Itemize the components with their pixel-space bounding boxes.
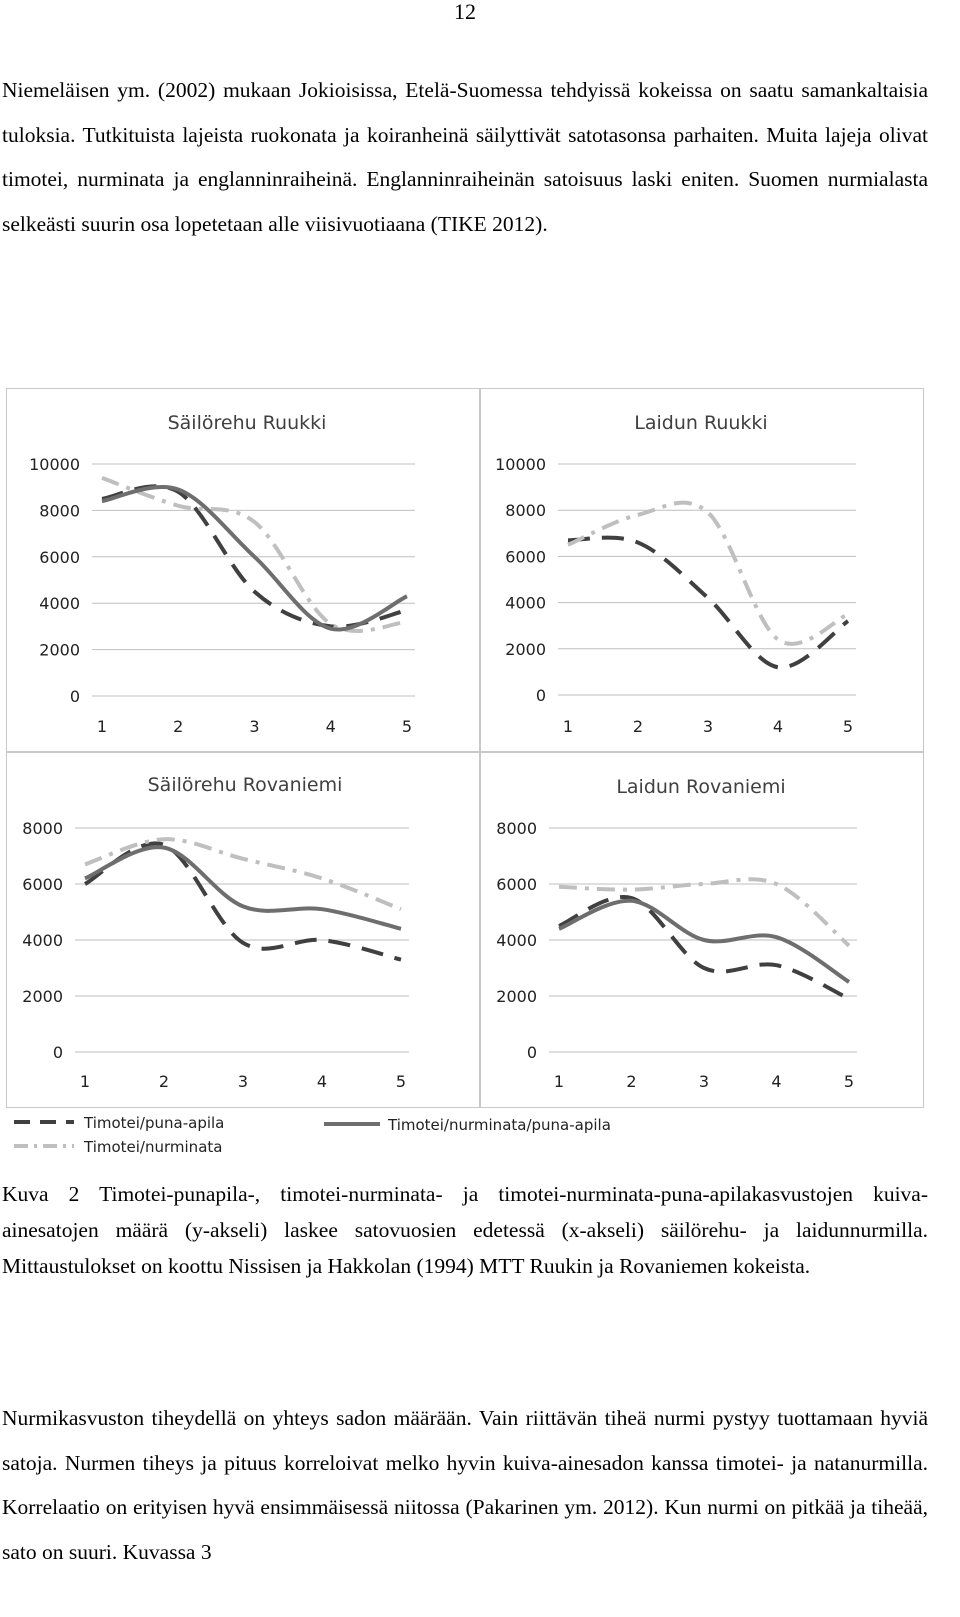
chart-title: Laidun Ruukki — [634, 412, 767, 434]
y-tick-label: 2000 — [496, 987, 537, 1006]
legend-label-tnpa: Timotei/nurminata/puna-apila — [387, 1116, 611, 1134]
series-line — [567, 500, 849, 646]
y-tick-label: 4000 — [22, 931, 63, 950]
page-number: 12 — [454, 0, 476, 24]
y-tick-label: 0 — [527, 1043, 537, 1062]
y-tick-label: 6000 — [496, 875, 537, 894]
y-tick-label: 4000 — [39, 594, 80, 613]
x-tick-label: 1 — [97, 717, 107, 736]
series-line — [101, 476, 408, 633]
y-tick-label: 0 — [536, 686, 546, 705]
x-tick-label: 1 — [554, 1072, 564, 1091]
chart-legend: Timotei/puna-apila Timotei/nurminata Tim… — [14, 1114, 611, 1156]
chart-title: Säilörehu Rovaniemi — [148, 774, 343, 796]
y-tick-label: 6000 — [39, 548, 80, 567]
y-tick-label: 10000 — [495, 455, 546, 474]
x-tick-label: 1 — [80, 1072, 90, 1091]
chart-title: Laidun Rovaniemi — [616, 776, 785, 798]
x-tick-label: 1 — [563, 717, 573, 736]
y-tick-label: 6000 — [22, 875, 63, 894]
y-tick-label: 2000 — [22, 987, 63, 1006]
legend-label-tn: Timotei/nurminata — [83, 1138, 222, 1156]
series-line — [558, 877, 851, 948]
y-tick-label: 2000 — [505, 640, 546, 659]
x-tick-label: 5 — [844, 1072, 854, 1091]
y-tick-label: 10000 — [29, 455, 80, 474]
x-tick-label: 3 — [249, 717, 259, 736]
x-tick-label: 2 — [626, 1072, 636, 1091]
y-tick-label: 4000 — [496, 931, 537, 950]
chart-panel-laidun-ruukki: Laidun Ruukki 0 2000 4000 6000 8000 10000 1 2 3 4 5 — [480, 388, 924, 752]
x-tick-label: 5 — [843, 717, 853, 736]
y-tick-label: 6000 — [505, 547, 546, 566]
x-tick-label: 4 — [771, 1072, 781, 1091]
chart-panel-sailorehu-ruukki: Säilörehu Ruukki 0 2000 4000 6000 8000 10000 1 2… — [6, 388, 480, 752]
chart-svg: Laidun Rovaniemi 0 2000 4000 6000 8000 1 2 3 4 5 — [496, 776, 857, 1091]
chart-svg: Laidun Ruukki 0 2000 4000 6000 8000 10000 1 2 3 4 5 — [495, 412, 856, 736]
chart-panel-laidun-rovaniemi: Laidun Rovaniemi 0 2000 4000 6000 8000 1 2 3 4 5 — [480, 752, 924, 1108]
chart-svg: Säilörehu Rovaniemi 0 2000 4000 6000 8000 1 2 3 4… — [22, 774, 409, 1091]
y-tick-label: 8000 — [39, 501, 80, 520]
series-line — [558, 898, 851, 984]
chart-panel-sailorehu-rovaniemi: Säilörehu Rovaniemi 0 2000 4000 6000 8000 1 2 3 4… — [6, 752, 480, 1108]
x-tick-label: 5 — [402, 717, 412, 736]
y-tick-label: 8000 — [505, 501, 546, 520]
chart-svg: Säilörehu Ruukki 0 2000 4000 6000 8000 10000 1 2… — [29, 412, 415, 736]
y-tick-label: 8000 — [496, 819, 537, 838]
x-tick-label: 3 — [703, 717, 713, 736]
legend-label-tpa: Timotei/puna-apila — [83, 1114, 224, 1132]
x-tick-label: 4 — [317, 1072, 327, 1091]
series-line — [84, 845, 402, 931]
x-tick-label: 3 — [699, 1072, 709, 1091]
paragraph-density: Nurmikasvuston tiheydellä on yhteys sado… — [2, 1406, 928, 1564]
paragraph-intro: Niemeläisen ym. (2002) mukaan Jokioisiss… — [2, 78, 928, 236]
x-tick-label: 5 — [396, 1072, 406, 1091]
series-line — [558, 894, 850, 1001]
y-tick-label: 2000 — [39, 641, 80, 660]
x-tick-label: 4 — [326, 717, 336, 736]
x-tick-label: 2 — [173, 717, 183, 736]
y-tick-label: 8000 — [22, 819, 63, 838]
y-tick-label: 0 — [70, 687, 80, 706]
series-line — [567, 535, 850, 670]
series-line — [84, 837, 402, 912]
y-tick-label: 0 — [53, 1043, 63, 1062]
series-line — [83, 841, 402, 962]
chart-title: Säilörehu Ruukki — [168, 412, 327, 434]
series-line — [101, 484, 408, 632]
y-tick-label: 4000 — [505, 594, 546, 613]
figure-caption: Kuva 2 Timotei-punapila-, timotei-nurmin… — [2, 1182, 928, 1278]
x-tick-label: 3 — [238, 1072, 248, 1091]
x-tick-label: 2 — [633, 717, 643, 736]
x-tick-label: 2 — [159, 1072, 169, 1091]
x-tick-label: 4 — [773, 717, 783, 736]
